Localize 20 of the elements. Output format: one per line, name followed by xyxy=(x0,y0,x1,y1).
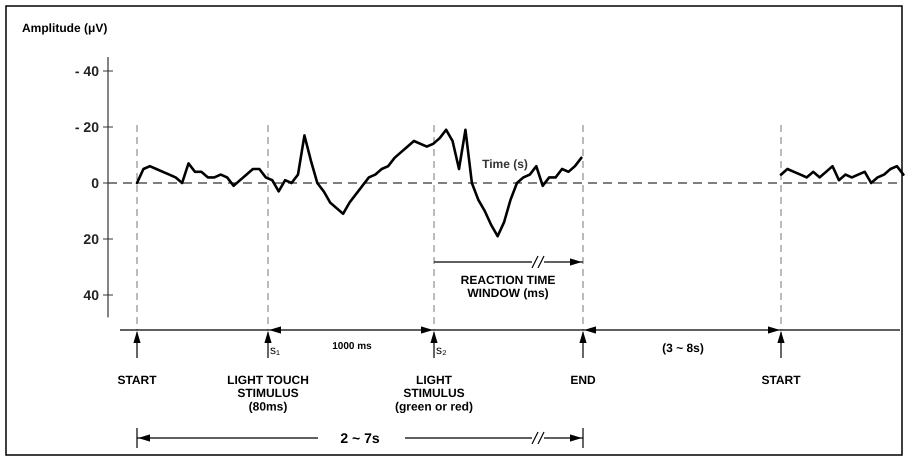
text: END xyxy=(570,373,596,387)
text: LIGHT STIMULUS (green or red) xyxy=(394,373,474,414)
y-tick-label: - 40 xyxy=(74,63,100,79)
text: 2 ~ 7s xyxy=(340,430,380,446)
text: LIGHT TOUCH STIMULUS (80ms) xyxy=(227,373,309,414)
y-axis-title: Amplitude (μV) xyxy=(22,21,108,35)
y-tick-label: - 20 xyxy=(74,119,100,135)
text: START xyxy=(761,373,802,387)
text: (3 ~ 8s) xyxy=(662,341,704,355)
x-axis-title: Time (s) xyxy=(482,157,528,171)
text: s₂ xyxy=(436,343,447,357)
text: START xyxy=(117,373,158,387)
text: 1000 ms xyxy=(332,341,372,352)
line-series xyxy=(136,128,583,238)
y-tick-label: 40 xyxy=(83,287,100,303)
text: s₁ xyxy=(270,343,280,357)
line-series xyxy=(780,164,905,184)
y-tick-label: 0 xyxy=(91,175,100,191)
annotation: REACTION TIME WINDOW (ms) xyxy=(460,273,556,300)
y-tick-label: 20 xyxy=(83,231,100,247)
